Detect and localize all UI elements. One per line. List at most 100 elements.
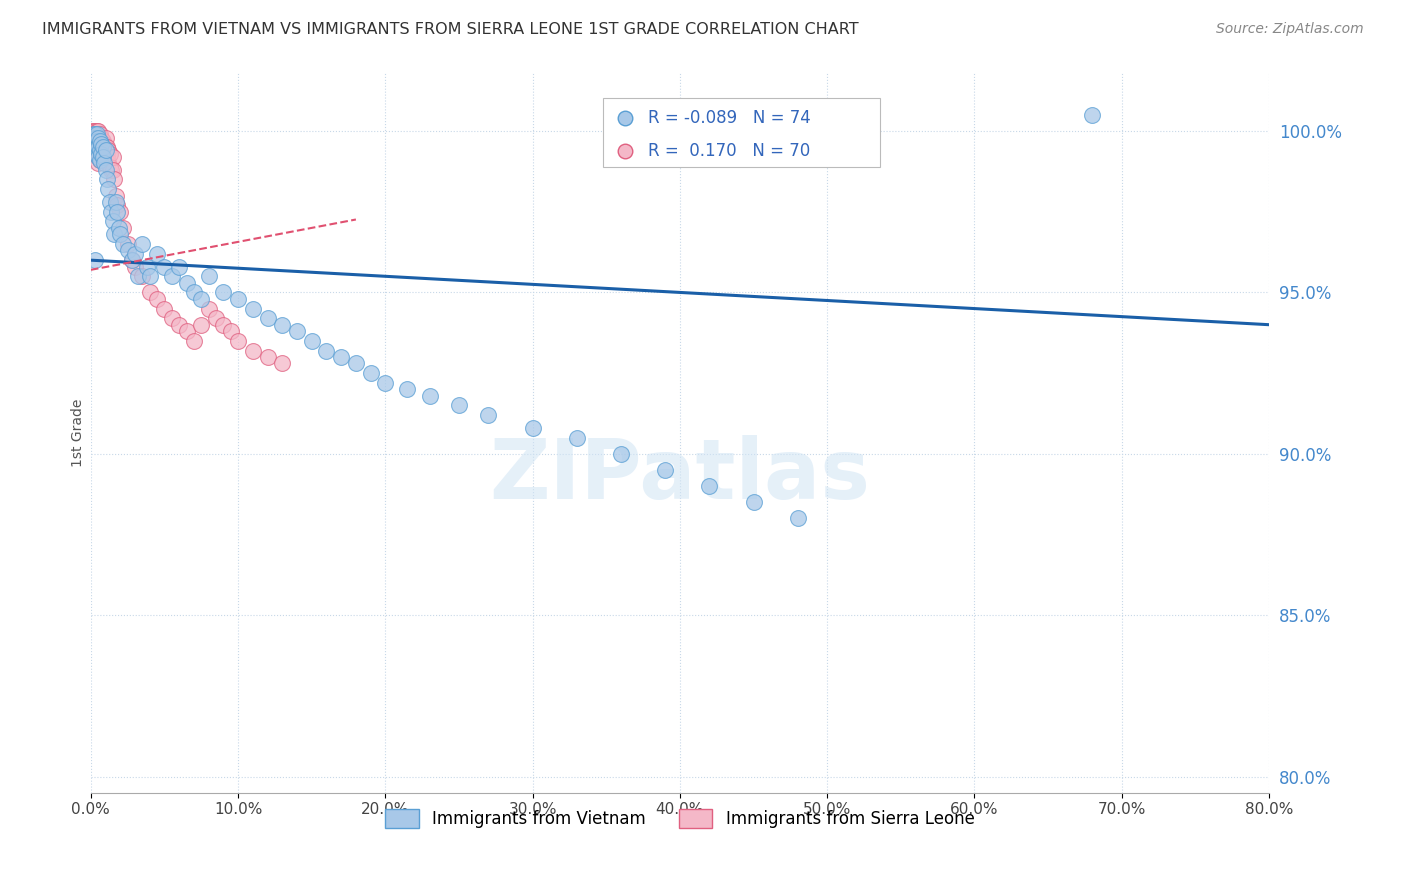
Point (212, 318, 235, 332)
Point (610, 447, 633, 461)
Point (83, 134, 105, 148)
Point (146, 292, 169, 306)
Point (167, 260, 190, 274)
Y-axis label: 1st Grade: 1st Grade (72, 399, 86, 467)
Point (190, 318, 212, 332)
Point (447, 398, 470, 412)
Point (94, 140, 117, 154)
Point (84, 146, 107, 161)
Point (131, 269, 153, 284)
Point (89, 153, 111, 168)
Point (285, 324, 308, 338)
Point (97, 182, 120, 196)
Point (226, 292, 249, 306)
Point (100, 204, 122, 219)
Point (93, 156, 115, 170)
Point (91, 144, 114, 158)
Point (96, 150, 118, 164)
Point (330, 350, 353, 364)
Point (101, 214, 124, 228)
Point (226, 334, 249, 348)
Point (522, 421, 544, 435)
Point (94, 153, 117, 168)
Point (100, 162, 122, 177)
Point (565, 431, 588, 445)
Point (105, 204, 128, 219)
Point (183, 285, 205, 300)
Point (101, 162, 124, 177)
Point (1081, 108, 1104, 122)
Point (87, 130, 110, 145)
Point (112, 237, 135, 252)
Point (83, 140, 105, 154)
Point (87, 146, 110, 161)
Point (86, 146, 108, 161)
Point (87, 124, 110, 138)
Point (87, 140, 110, 154)
Point (104, 195, 127, 210)
Point (82, 128, 104, 142)
Point (315, 343, 337, 358)
Point (84, 124, 107, 138)
Point (89, 128, 111, 142)
Point (89, 144, 111, 158)
Point (83, 128, 105, 142)
Point (97, 144, 120, 158)
Point (93, 146, 115, 161)
Point (131, 237, 153, 252)
Point (197, 301, 219, 316)
Text: ZIPatlas: ZIPatlas (489, 435, 870, 516)
Point (242, 343, 264, 358)
Point (84, 130, 107, 145)
Point (127, 269, 149, 284)
Point (84, 134, 107, 148)
Point (699, 479, 721, 493)
FancyBboxPatch shape (603, 98, 880, 167)
Point (87, 130, 110, 145)
Point (90, 136, 112, 151)
Point (135, 260, 157, 274)
Point (219, 324, 242, 338)
Point (90, 140, 112, 154)
Point (153, 260, 176, 274)
Point (87, 150, 110, 164)
Point (94, 130, 117, 145)
Point (742, 495, 765, 509)
Point (89, 134, 111, 148)
Point (90, 150, 112, 164)
Point (344, 356, 367, 370)
Point (89, 144, 111, 158)
Point (89, 153, 111, 168)
Point (374, 376, 396, 390)
Point (86, 140, 108, 154)
Point (84, 140, 107, 154)
Point (301, 334, 323, 348)
Point (83, 124, 105, 138)
Point (97, 156, 120, 170)
Point (98, 195, 121, 210)
Point (477, 408, 499, 422)
Point (121, 253, 143, 268)
Point (138, 269, 160, 284)
Point (654, 463, 676, 477)
Point (98, 160, 121, 174)
Point (146, 246, 169, 260)
Point (96, 140, 118, 154)
Point (167, 318, 190, 332)
Point (419, 389, 441, 403)
Point (105, 198, 128, 212)
Point (84, 128, 107, 142)
Point (747, 324, 769, 338)
Text: Source: ZipAtlas.com: Source: ZipAtlas.com (1216, 22, 1364, 37)
Point (360, 366, 382, 380)
Point (121, 253, 143, 268)
Point (138, 285, 160, 300)
Point (84, 128, 107, 142)
Point (242, 301, 264, 316)
Point (87, 136, 110, 151)
Point (256, 311, 278, 326)
Text: R = -0.089   N = 74: R = -0.089 N = 74 (648, 109, 811, 127)
Point (256, 350, 278, 364)
Point (104, 188, 127, 202)
Point (110, 227, 132, 242)
